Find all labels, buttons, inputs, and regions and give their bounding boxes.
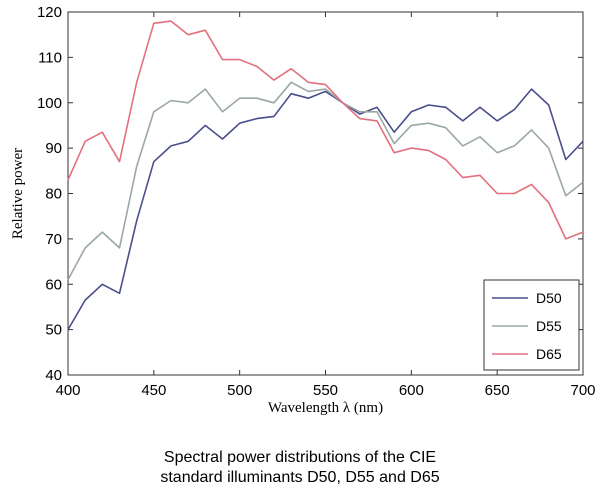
caption-line-1: Spectral power distributions of the CIE: [163, 449, 437, 466]
legend-label-d50: D50: [536, 290, 562, 306]
x-tick-label: 700: [570, 382, 595, 399]
x-tick-label: 500: [227, 382, 252, 399]
figure-caption: Spectral power distributions of the CIE …: [0, 448, 600, 488]
y-tick-label: 40: [45, 367, 62, 384]
x-tick-label: 400: [55, 382, 80, 399]
y-tick-label: 100: [37, 95, 62, 112]
y-tick-label: 70: [45, 231, 62, 248]
x-axis-label: Wavelength λ (nm): [268, 400, 383, 416]
series-line-d50: [67, 88, 584, 331]
series-line-d55: [67, 81, 584, 281]
legend-label-d65: D65: [536, 346, 562, 362]
x-axis: 400 450 500 550 600 650 700: [55, 12, 596, 399]
y-tick-label: 120: [37, 4, 62, 21]
y-axis: 40 50 60 70 80 90 100 110 120: [37, 4, 583, 384]
x-tick-label: 450: [141, 382, 166, 399]
spectral-power-chart: 400 450 500 550 600 650 700 40 50 60 70 80 90 100 110…: [10, 4, 596, 416]
legend-label-d55: D55: [536, 318, 562, 334]
series-lines: [67, 20, 584, 331]
y-tick-label: 50: [45, 322, 62, 339]
x-tick-label: 550: [313, 382, 338, 399]
legend-box: [483, 279, 580, 371]
legend: D50 D55 D65: [483, 279, 580, 371]
caption-line-2: standard illuminants D50, D55 and D65: [160, 469, 440, 486]
series-line-d65: [67, 20, 584, 240]
y-tick-label: 110: [38, 49, 62, 66]
y-tick-label: 80: [45, 186, 62, 203]
x-tick-label: 650: [485, 382, 510, 399]
y-axis-label: Relative power: [10, 148, 26, 239]
y-tick-label: 60: [45, 276, 62, 293]
y-tick-label: 90: [45, 140, 62, 157]
x-tick-label: 600: [399, 382, 424, 399]
